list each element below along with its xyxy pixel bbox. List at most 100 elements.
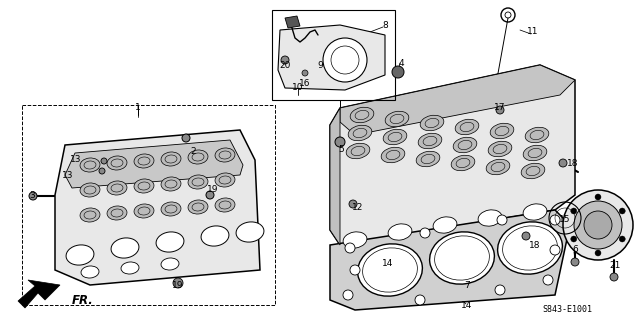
Text: 14: 14	[461, 300, 473, 309]
Circle shape	[343, 290, 353, 300]
Text: 6: 6	[572, 246, 578, 255]
Text: 2: 2	[190, 147, 196, 157]
Circle shape	[550, 245, 560, 255]
Circle shape	[559, 159, 567, 167]
Circle shape	[495, 285, 505, 295]
Circle shape	[620, 208, 625, 214]
Circle shape	[281, 56, 289, 64]
Circle shape	[173, 278, 183, 288]
Circle shape	[335, 137, 345, 147]
Ellipse shape	[429, 232, 494, 284]
Polygon shape	[55, 130, 260, 285]
Text: 9: 9	[317, 61, 323, 70]
Circle shape	[323, 38, 367, 82]
Circle shape	[571, 236, 577, 242]
Ellipse shape	[346, 143, 370, 159]
Circle shape	[349, 200, 357, 208]
Ellipse shape	[134, 154, 154, 168]
Polygon shape	[330, 65, 575, 245]
Ellipse shape	[521, 163, 545, 179]
Polygon shape	[330, 108, 340, 245]
Circle shape	[415, 295, 425, 305]
Circle shape	[610, 273, 618, 281]
Text: 11: 11	[527, 27, 539, 36]
Ellipse shape	[381, 147, 405, 163]
Ellipse shape	[161, 177, 181, 191]
Ellipse shape	[358, 244, 422, 296]
Ellipse shape	[490, 123, 514, 139]
Ellipse shape	[525, 127, 549, 143]
Polygon shape	[18, 280, 60, 308]
Text: 18: 18	[529, 241, 541, 249]
Ellipse shape	[478, 210, 502, 226]
Ellipse shape	[121, 262, 139, 274]
Circle shape	[571, 258, 579, 266]
Text: 15: 15	[559, 216, 571, 225]
Text: 7: 7	[464, 280, 470, 290]
Circle shape	[99, 168, 105, 174]
Ellipse shape	[455, 119, 479, 135]
Text: 4: 4	[398, 58, 404, 68]
Circle shape	[345, 243, 355, 253]
Ellipse shape	[453, 137, 477, 153]
Circle shape	[497, 215, 507, 225]
Ellipse shape	[134, 204, 154, 218]
Ellipse shape	[107, 156, 127, 170]
Text: 19: 19	[207, 186, 219, 195]
Ellipse shape	[236, 222, 264, 242]
Text: 13: 13	[70, 155, 82, 165]
Ellipse shape	[107, 206, 127, 220]
Ellipse shape	[188, 150, 208, 164]
Ellipse shape	[80, 208, 100, 222]
Circle shape	[584, 211, 612, 239]
Ellipse shape	[80, 158, 100, 172]
Circle shape	[563, 190, 633, 260]
Ellipse shape	[188, 175, 208, 189]
Ellipse shape	[498, 222, 563, 274]
Ellipse shape	[343, 232, 367, 248]
Text: 20: 20	[279, 61, 291, 70]
Ellipse shape	[215, 148, 235, 162]
Ellipse shape	[80, 183, 100, 197]
Circle shape	[420, 228, 430, 238]
Circle shape	[595, 194, 601, 200]
Text: 17: 17	[494, 102, 506, 112]
Ellipse shape	[385, 111, 409, 127]
Ellipse shape	[66, 245, 94, 265]
Circle shape	[595, 250, 601, 256]
Polygon shape	[285, 16, 300, 28]
Ellipse shape	[486, 159, 510, 175]
Text: 18: 18	[567, 159, 579, 167]
Text: 10: 10	[292, 84, 304, 93]
Circle shape	[350, 265, 360, 275]
Text: 21: 21	[609, 261, 621, 270]
Circle shape	[182, 134, 190, 142]
Text: 19: 19	[172, 280, 184, 290]
Text: 8: 8	[382, 20, 388, 29]
Polygon shape	[65, 140, 243, 188]
Ellipse shape	[201, 226, 229, 246]
Circle shape	[29, 192, 37, 200]
Circle shape	[496, 106, 504, 114]
Text: 3: 3	[29, 191, 35, 201]
Ellipse shape	[523, 204, 547, 220]
Ellipse shape	[161, 258, 179, 270]
Ellipse shape	[188, 200, 208, 214]
Circle shape	[543, 275, 553, 285]
Text: S843-E1001: S843-E1001	[542, 306, 592, 315]
Ellipse shape	[215, 173, 235, 187]
Circle shape	[392, 66, 404, 78]
Ellipse shape	[488, 141, 512, 157]
Ellipse shape	[388, 224, 412, 240]
Polygon shape	[340, 65, 575, 135]
Ellipse shape	[134, 179, 154, 193]
Ellipse shape	[523, 145, 547, 161]
Text: 1: 1	[135, 103, 141, 113]
Text: FR.: FR.	[72, 293, 93, 307]
Ellipse shape	[111, 238, 139, 258]
Circle shape	[571, 208, 577, 214]
Ellipse shape	[451, 155, 475, 171]
Polygon shape	[278, 25, 385, 90]
Circle shape	[206, 191, 214, 199]
Circle shape	[101, 158, 107, 164]
